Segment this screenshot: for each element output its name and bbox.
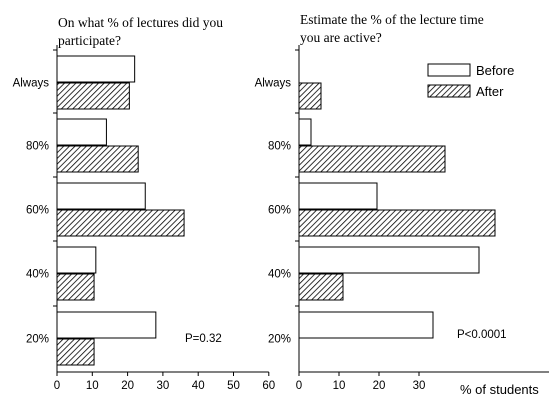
left-x-tick-label: 10 <box>86 380 99 392</box>
left-y-category-label: 80% <box>26 141 49 153</box>
left-bar-before <box>56 118 107 146</box>
left-p-value-annotation: P=0.32 <box>185 333 222 345</box>
right-bar-after <box>298 82 322 110</box>
left-bar-before <box>56 55 136 83</box>
right-x-tick-label: 0 <box>296 380 302 392</box>
legend-swatch-before <box>427 63 471 77</box>
right-chart-title-line-1: Estimate the % of the lecture time <box>300 12 484 27</box>
left-bar-before <box>56 311 157 339</box>
right-plot-area: 0 10 20 30 Always 80% 60% 40% 20% <box>255 45 549 392</box>
left-x-tick-label: 60 <box>262 380 275 392</box>
legend-label-after: After <box>476 84 504 99</box>
right-y-category-label: 40% <box>268 269 291 281</box>
right-x-axis-label: % of students <box>460 382 539 394</box>
left-chart-title-line-1: On what % of lectures did you <box>58 15 223 30</box>
left-bar-after <box>56 273 95 301</box>
legend-label-before: Before <box>476 63 514 78</box>
right-y-category-label: 80% <box>268 141 291 153</box>
left-bar-after <box>56 82 130 110</box>
legend-swatch-after <box>427 84 471 98</box>
left-y-category-label: 60% <box>26 205 49 217</box>
right-x-tick-label: 20 <box>373 380 386 392</box>
left-y-category-label: 40% <box>26 269 49 281</box>
left-bar-after <box>56 338 95 366</box>
left-bar-before <box>56 246 97 274</box>
right-x-tick-label: 30 <box>413 380 426 392</box>
right-bar-before <box>298 118 312 146</box>
right-y-category-label: 20% <box>268 334 291 346</box>
legend: Before After <box>427 63 514 99</box>
right-chart-title-line-2: you are active? <box>300 30 382 45</box>
right-bar-after <box>298 145 446 173</box>
left-x-tick-label: 50 <box>227 380 240 392</box>
left-y-category-label: Always <box>13 78 50 90</box>
left-x-tick-label: 30 <box>157 380 170 392</box>
left-chart-title-line-2: participate? <box>58 33 121 48</box>
right-y-category-label: 60% <box>268 205 291 217</box>
right-y-category-label: Always <box>255 78 292 90</box>
left-x-tick-label: 0 <box>54 380 60 392</box>
left-x-tick-label: 20 <box>121 380 134 392</box>
left-x-tick-label: 40 <box>192 380 205 392</box>
right-bar-before <box>298 311 434 339</box>
right-bar-after <box>298 209 496 237</box>
right-p-value-annotation: P<0.0001 <box>457 329 507 341</box>
right-bar-before <box>298 182 378 210</box>
left-y-category-label: 20% <box>26 334 49 346</box>
left-plot-area: 0 10 20 30 40 50 60 Always 80% 60% 40% 20% <box>13 45 275 392</box>
right-x-tick-label: 10 <box>333 380 346 392</box>
left-bar-after <box>56 209 185 237</box>
right-bar-after <box>298 273 344 301</box>
right-bar-before <box>298 246 480 274</box>
left-bar-before <box>56 182 146 210</box>
left-bar-after <box>56 145 139 173</box>
